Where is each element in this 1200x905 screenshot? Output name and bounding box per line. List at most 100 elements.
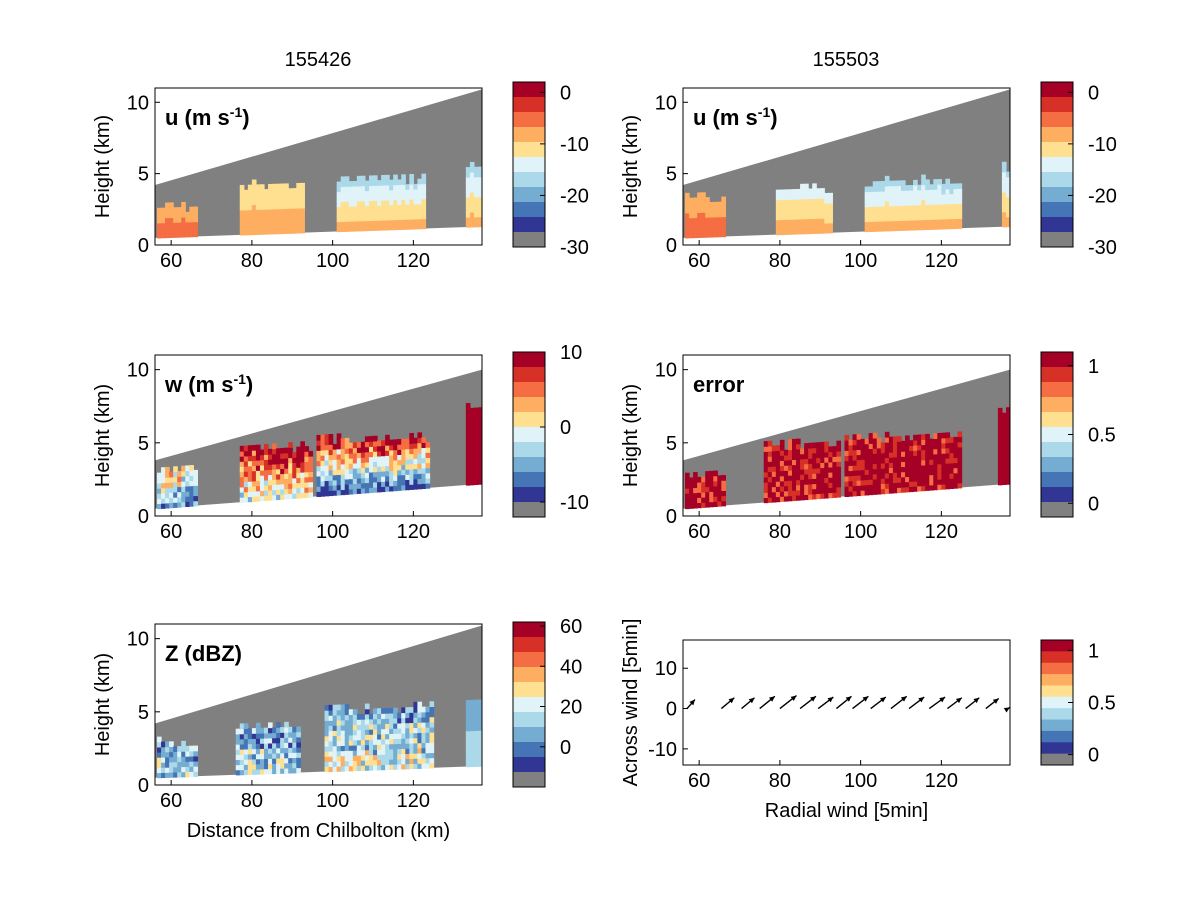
panel-z_left: 60 80 100 120 0 5 10 Height (km) Distance from C… — [92, 616, 582, 842]
echo-u_left-0 — [157, 201, 198, 239]
colorbar-swatch — [1041, 82, 1073, 98]
colorbar-swatch — [1041, 662, 1073, 675]
colorbar-swatch — [513, 742, 545, 758]
colorbar-tick-label: 1 — [1088, 640, 1099, 662]
colorbar-swatch — [513, 157, 545, 173]
echo-error_right-1 — [763, 438, 842, 504]
colorbar-tick-label: -30 — [560, 237, 589, 259]
echo-z_left-3 — [465, 699, 482, 768]
y-axis-label-u_right: Height (km) — [620, 115, 642, 218]
colorbar-tick-label: 0 — [1088, 82, 1099, 104]
wind-arrow-head-5 — [810, 696, 816, 702]
colorbar-swatch — [513, 442, 545, 458]
y-tick-label: 10 — [127, 92, 149, 114]
colorbar-tick-label: 1 — [1088, 356, 1099, 378]
x-tick-label: 80 — [769, 521, 791, 543]
y-tick-label: 5 — [138, 164, 149, 186]
x-tick-label: 100 — [316, 790, 349, 812]
colorbar-swatch — [1041, 457, 1073, 473]
plot-area-u_right — [683, 89, 1010, 239]
arrows-wind_right — [686, 695, 1010, 713]
colorbar-swatch — [1041, 427, 1073, 443]
colorbar-swatch — [1041, 674, 1073, 686]
panel-u_right: 60 80 100 120 0 5 10 Height (km) u (m s-1) 0 -10 -2… — [620, 81, 1117, 272]
colorbar-frame — [512, 621, 546, 788]
colorbar-swatch — [513, 472, 545, 488]
colorbar-swatch — [1041, 442, 1073, 458]
echo-z_left-1 — [235, 721, 301, 776]
colorbar-swatch — [513, 637, 545, 653]
colorbar-swatch — [1041, 696, 1073, 709]
x-tick-label: 120 — [397, 521, 430, 543]
echo-error_right-2 — [844, 431, 963, 497]
y-axis-label-z_left: Height (km) — [92, 653, 114, 756]
colorbar-swatch — [513, 217, 545, 233]
echo-w_left-2 — [316, 432, 431, 497]
colorbar-tick-label: 0.5 — [1088, 693, 1116, 715]
echo-z_left-0 — [157, 736, 198, 779]
y-axis-label-w_left: Height (km) — [92, 384, 114, 487]
colorbar-swatch — [513, 652, 545, 668]
y-tick-label: 5 — [666, 433, 677, 455]
x-tick-label: 60 — [688, 250, 710, 272]
column-title-left: 155426 — [285, 49, 352, 71]
axes-frame-error_right — [682, 354, 1011, 517]
x-axis-label-z_left: Distance from Chilbolton (km) — [187, 820, 450, 842]
x-axis-label-wind_right: Radial wind [5min] — [765, 800, 928, 822]
y-tick-label: 5 — [138, 702, 149, 724]
wind-arrow-head-8 — [862, 696, 869, 702]
colorbar-swatch — [1041, 157, 1073, 173]
colorbar-w_left: 10 0 -10 — [512, 342, 589, 518]
wind-arrow-head-14 — [973, 697, 980, 704]
echo-u_right-3 — [1001, 161, 1010, 228]
colorbar-tick-label: -10 — [1088, 134, 1117, 156]
colorbar-swatch — [1041, 142, 1073, 158]
y-tick-label: 0 — [666, 506, 677, 528]
colorbar-swatch — [1041, 382, 1073, 398]
x-tick-label: 100 — [316, 250, 349, 272]
panel-label-error_right: error — [693, 372, 745, 397]
colorbar-swatch — [1041, 187, 1073, 203]
x-tick-label: 80 — [241, 790, 263, 812]
column-title-right: 155503 — [813, 49, 880, 71]
y-tick-label: 10 — [655, 658, 677, 680]
x-tick-label: 100 — [844, 521, 877, 543]
plot-area-wind_right — [686, 695, 1010, 713]
colorbar-swatch — [1041, 172, 1073, 188]
colorbar-tick-label: -20 — [1088, 185, 1117, 207]
colorbar-swatch-gray — [1041, 232, 1073, 247]
x-tick-label: 80 — [769, 250, 791, 272]
colorbar-swatch — [513, 712, 545, 728]
colorbar-swatch — [513, 352, 545, 368]
panel-u_left: 60 80 100 120 0 5 10 Height (km) u (m s-1) 0 -10 -2… — [92, 81, 589, 272]
axes-frame-u_left — [154, 87, 483, 246]
y-tick-label: 10 — [127, 360, 149, 382]
colorbar-swatch — [513, 142, 545, 158]
y-tick-label: -10 — [648, 739, 677, 761]
colorbar-frame — [1040, 81, 1074, 248]
wind-arrow-head-12 — [939, 697, 946, 703]
colorbar-swatch — [1041, 127, 1073, 143]
wind-arrow-head-6 — [827, 697, 834, 703]
colorbar-swatch — [1041, 397, 1073, 413]
colorbar-swatch — [513, 727, 545, 743]
x-tick-label: 100 — [316, 521, 349, 543]
echo-u_right-1 — [775, 183, 833, 236]
wind-arrow-head-9 — [879, 697, 886, 703]
y-tick-label: 10 — [655, 360, 677, 382]
wind-arrow-head-4 — [790, 695, 797, 701]
colorbar-swatch — [1041, 97, 1073, 113]
echo-w_left-3 — [465, 403, 482, 486]
echo-u_right-2 — [864, 174, 963, 233]
colorbar-tick-label: 0 — [560, 737, 571, 759]
colorbar-tick-label: 0.5 — [1088, 425, 1116, 447]
colorbar-tick-label: 0 — [560, 417, 571, 439]
colorbar-swatch — [513, 82, 545, 98]
colorbar-swatch — [513, 457, 545, 473]
echo-u_left-3 — [465, 161, 482, 228]
